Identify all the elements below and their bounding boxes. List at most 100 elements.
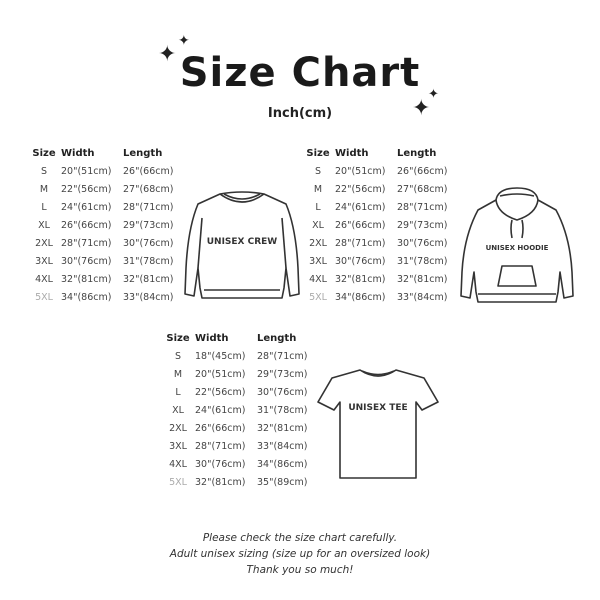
length-cell: 28"(71cm): [123, 201, 174, 213]
table-row: 4XL 32"(81cm) 32"(81cm): [301, 270, 459, 288]
width-cell: 30"(76cm): [335, 255, 386, 267]
size-cell: L: [175, 386, 181, 398]
size-header: Size: [166, 332, 190, 344]
size-cell: M: [39, 183, 49, 195]
table-header-row: Size Width Length: [161, 329, 319, 347]
size-cell: 2XL: [35, 237, 53, 249]
width-cell: 22"(56cm): [335, 183, 386, 195]
sparkle-icon: ✦: [412, 96, 431, 121]
table-row: 4XL 30"(76cm) 34"(86cm): [161, 455, 319, 473]
length-cell: 29"(73cm): [397, 219, 448, 231]
size-cell: 3XL: [35, 255, 53, 267]
size-cell: 3XL: [309, 255, 327, 267]
size-cell: L: [41, 201, 47, 213]
tee-icon: UNISEX TEE: [317, 369, 439, 479]
length-cell: 32"(81cm): [257, 422, 308, 434]
footer-notes: Please check the size chart carefully. A…: [0, 530, 600, 578]
width-cell: 20"(51cm): [335, 165, 386, 177]
length-header: Length: [397, 147, 437, 159]
crew-size-table: Size Width Length S 20"(51cm) 26"(66cm) M 22"(5…: [27, 144, 185, 306]
table-row: 3XL 28"(71cm) 33"(84cm): [161, 437, 319, 455]
width-cell: 26"(66cm): [61, 219, 112, 231]
length-cell: 32"(81cm): [397, 273, 448, 285]
length-cell: 28"(71cm): [397, 201, 448, 213]
size-cell: S: [174, 350, 182, 362]
table-row: 3XL 30"(76cm) 31"(78cm): [301, 252, 459, 270]
table-row: L 22"(56cm) 30"(76cm): [161, 383, 319, 401]
table-row: S 18"(45cm) 28"(71cm): [161, 347, 319, 365]
size-cell: XL: [172, 404, 184, 416]
crew-sweatshirt-icon: UNISEX CREW: [184, 191, 300, 299]
size-header: Size: [306, 147, 330, 159]
length-cell: 31"(78cm): [123, 255, 174, 267]
width-cell: 28"(71cm): [195, 440, 246, 452]
length-cell: 29"(73cm): [123, 219, 174, 231]
width-cell: 32"(81cm): [195, 476, 246, 488]
table-row: 3XL 30"(76cm) 31"(78cm): [27, 252, 185, 270]
width-cell: 26"(66cm): [195, 422, 246, 434]
table-row: 5XL 32"(81cm) 35"(89cm): [161, 473, 319, 491]
length-cell: 32"(81cm): [123, 273, 174, 285]
tee-size-table: Size Width Length S 18"(45cm) 28"(71cm) M 20"(5…: [161, 329, 319, 491]
size-cell: 3XL: [169, 440, 187, 452]
width-cell: 24"(61cm): [335, 201, 386, 213]
table-row: 5XL 34"(86cm) 33"(84cm): [301, 288, 459, 306]
table-header-row: Size Width Length: [27, 144, 185, 162]
length-cell: 33"(84cm): [397, 291, 448, 303]
size-cell: 2XL: [309, 237, 327, 249]
page-title: Size Chart: [179, 50, 421, 96]
length-cell: 26"(66cm): [397, 165, 448, 177]
length-cell: 35"(89cm): [257, 476, 308, 488]
table-header-row: Size Width Length: [301, 144, 459, 162]
length-cell: 33"(84cm): [257, 440, 308, 452]
width-header: Width: [61, 147, 95, 159]
width-cell: 24"(61cm): [195, 404, 246, 416]
table-row: XL 26"(66cm) 29"(73cm): [301, 216, 459, 234]
table-row: XL 24"(61cm) 31"(78cm): [161, 401, 319, 419]
size-cell: S: [314, 165, 322, 177]
length-cell: 31"(78cm): [257, 404, 308, 416]
size-cell: 4XL: [35, 273, 53, 285]
length-cell: 26"(66cm): [123, 165, 174, 177]
size-cell: XL: [38, 219, 50, 231]
width-cell: 20"(51cm): [195, 368, 246, 380]
width-cell: 32"(81cm): [61, 273, 112, 285]
width-cell: 20"(51cm): [61, 165, 112, 177]
size-cell: 4XL: [169, 458, 187, 470]
width-cell: 34"(86cm): [61, 291, 112, 303]
table-row: 2XL 28"(71cm) 30"(76cm): [301, 234, 459, 252]
size-cell: 5XL: [35, 291, 53, 303]
size-cell: XL: [312, 219, 324, 231]
length-cell: 34"(86cm): [257, 458, 308, 470]
length-cell: 27"(68cm): [123, 183, 174, 195]
size-cell: 2XL: [169, 422, 187, 434]
sparkle-icon: ✦: [428, 87, 439, 102]
table-row: 2XL 26"(66cm) 32"(81cm): [161, 419, 319, 437]
size-cell: M: [173, 368, 183, 380]
width-cell: 24"(61cm): [61, 201, 112, 213]
width-header: Width: [335, 147, 369, 159]
width-cell: 32"(81cm): [335, 273, 386, 285]
length-cell: 30"(76cm): [123, 237, 174, 249]
length-cell: 33"(84cm): [123, 291, 174, 303]
table-row: 2XL 28"(71cm) 30"(76cm): [27, 234, 185, 252]
size-cell: 5XL: [309, 291, 327, 303]
width-cell: 18"(45cm): [195, 350, 246, 362]
table-row: M 22"(56cm) 27"(68cm): [27, 180, 185, 198]
table-row: L 24"(61cm) 28"(71cm): [27, 198, 185, 216]
width-cell: 30"(76cm): [195, 458, 246, 470]
width-cell: 28"(71cm): [335, 237, 386, 249]
table-row: M 22"(56cm) 27"(68cm): [301, 180, 459, 198]
length-cell: 30"(76cm): [397, 237, 448, 249]
footer-line: Please check the size chart carefully.: [202, 532, 398, 544]
sparkle-icon: ✦: [178, 33, 190, 49]
length-header: Length: [123, 147, 163, 159]
width-cell: 28"(71cm): [61, 237, 112, 249]
length-cell: 31"(78cm): [397, 255, 448, 267]
width-cell: 30"(76cm): [61, 255, 112, 267]
size-header: Size: [32, 147, 56, 159]
width-header: Width: [195, 332, 229, 344]
length-cell: 29"(73cm): [257, 368, 308, 380]
size-cell: 4XL: [309, 273, 327, 285]
